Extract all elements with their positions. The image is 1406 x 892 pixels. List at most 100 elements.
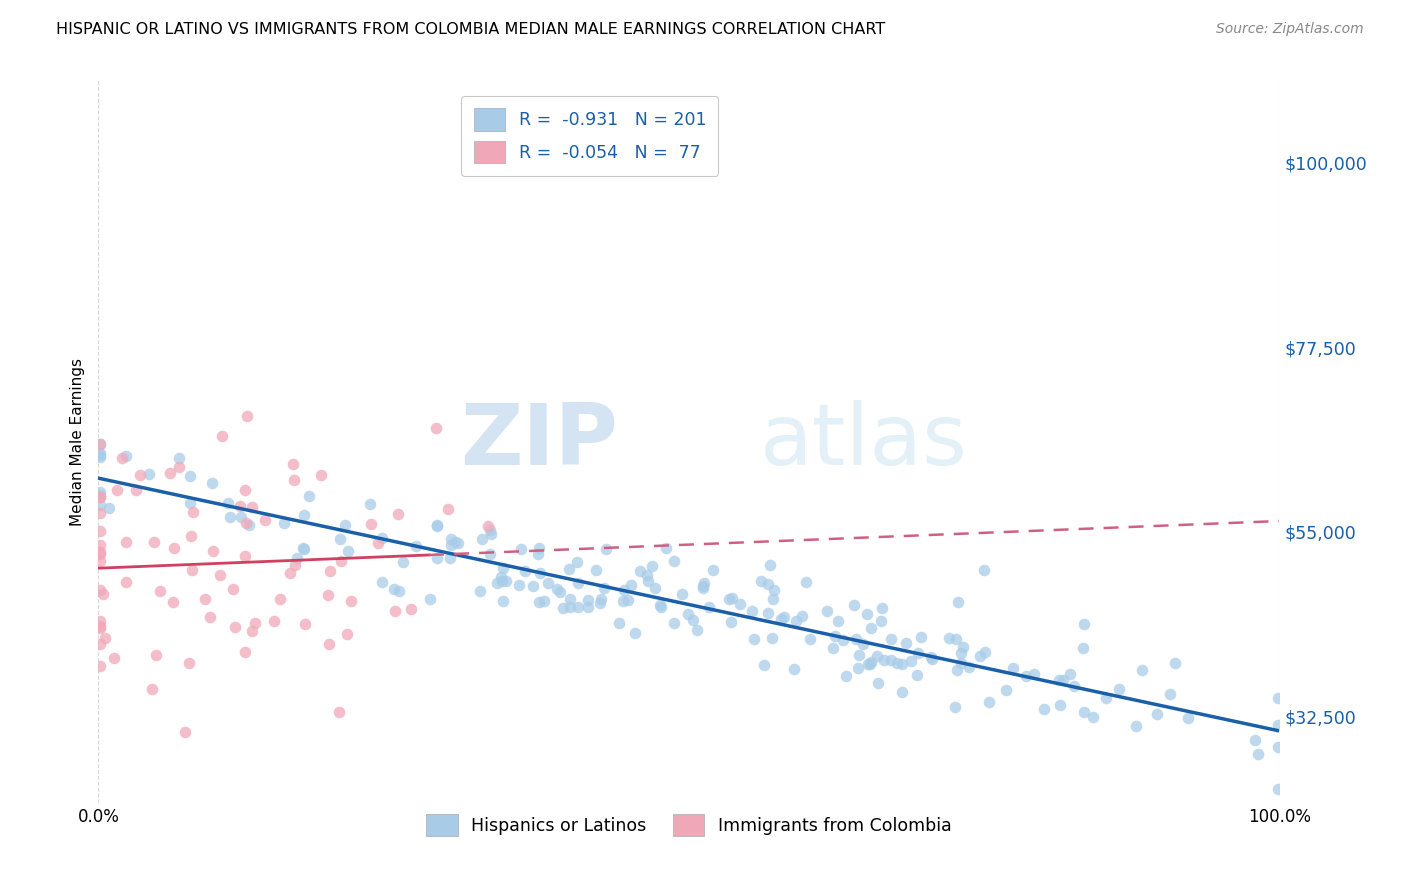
Point xyxy=(650,600,672,615)
Point xyxy=(89,446,111,460)
Point xyxy=(844,598,866,612)
Point xyxy=(292,541,315,556)
Point xyxy=(952,640,974,654)
Point xyxy=(682,613,704,627)
Text: atlas: atlas xyxy=(759,400,967,483)
Point xyxy=(479,523,502,537)
Point xyxy=(880,632,903,646)
Point xyxy=(1049,698,1071,712)
Point xyxy=(692,581,714,595)
Point xyxy=(446,536,468,550)
Point xyxy=(852,637,875,651)
Point xyxy=(91,586,114,600)
Point xyxy=(648,599,671,613)
Point xyxy=(756,607,779,621)
Point xyxy=(977,695,1000,709)
Point xyxy=(546,582,568,596)
Y-axis label: Median Male Earnings: Median Male Earnings xyxy=(69,358,84,525)
Point xyxy=(329,533,352,547)
Point xyxy=(1267,740,1289,755)
Point xyxy=(1267,690,1289,705)
Point xyxy=(1081,710,1104,724)
Point xyxy=(233,549,256,564)
Point xyxy=(576,599,599,614)
Point xyxy=(477,519,499,533)
Point xyxy=(387,508,409,522)
Point xyxy=(89,614,111,628)
Point xyxy=(470,583,492,598)
Point xyxy=(180,529,202,543)
Point xyxy=(827,615,849,629)
Point xyxy=(222,582,245,596)
Point xyxy=(824,630,846,644)
Point xyxy=(263,614,285,628)
Point xyxy=(284,558,307,572)
Point xyxy=(799,632,821,647)
Point xyxy=(181,505,204,519)
Point xyxy=(437,501,460,516)
Point xyxy=(291,541,314,556)
Point xyxy=(794,574,817,589)
Point xyxy=(973,645,995,659)
Point xyxy=(762,582,785,597)
Point xyxy=(492,594,515,608)
Point xyxy=(219,510,242,524)
Point xyxy=(405,539,427,553)
Point xyxy=(201,475,224,490)
Point xyxy=(89,484,111,499)
Point xyxy=(425,421,447,435)
Point xyxy=(89,488,111,502)
Point xyxy=(89,450,111,464)
Point xyxy=(1146,706,1168,721)
Point xyxy=(180,563,202,577)
Point xyxy=(858,657,880,672)
Point xyxy=(419,592,441,607)
Point xyxy=(529,566,551,580)
Point xyxy=(478,547,501,561)
Point xyxy=(138,467,160,482)
Point xyxy=(1247,747,1270,761)
Point xyxy=(693,575,716,590)
Point xyxy=(945,632,967,646)
Point xyxy=(785,614,807,628)
Point xyxy=(401,602,423,616)
Point xyxy=(485,576,508,591)
Point xyxy=(950,646,973,660)
Point xyxy=(509,541,531,556)
Point xyxy=(89,658,111,673)
Point xyxy=(595,542,617,557)
Point xyxy=(792,609,814,624)
Point xyxy=(426,550,449,565)
Point xyxy=(89,437,111,451)
Point xyxy=(142,534,165,549)
Point xyxy=(835,669,858,683)
Point xyxy=(943,699,966,714)
Point xyxy=(125,483,148,498)
Point xyxy=(202,543,225,558)
Point xyxy=(1159,687,1181,701)
Point xyxy=(995,682,1018,697)
Point xyxy=(900,654,922,668)
Point xyxy=(1095,691,1118,706)
Point xyxy=(370,574,392,589)
Point xyxy=(1130,663,1153,677)
Point xyxy=(281,457,304,471)
Point xyxy=(89,524,111,538)
Point xyxy=(1052,673,1074,688)
Point xyxy=(749,574,772,588)
Point xyxy=(319,564,342,578)
Point xyxy=(224,620,246,634)
Point xyxy=(444,534,467,549)
Point xyxy=(489,570,512,584)
Legend: Hispanics or Latinos, Immigrants from Colombia: Hispanics or Latinos, Immigrants from Co… xyxy=(415,802,963,848)
Point xyxy=(697,600,720,615)
Point xyxy=(823,640,845,655)
Point xyxy=(558,599,581,614)
Point xyxy=(891,657,914,672)
Point xyxy=(1267,825,1289,839)
Point xyxy=(946,664,969,678)
Point xyxy=(527,541,550,556)
Point xyxy=(167,460,190,475)
Point xyxy=(1001,661,1024,675)
Point xyxy=(141,682,163,697)
